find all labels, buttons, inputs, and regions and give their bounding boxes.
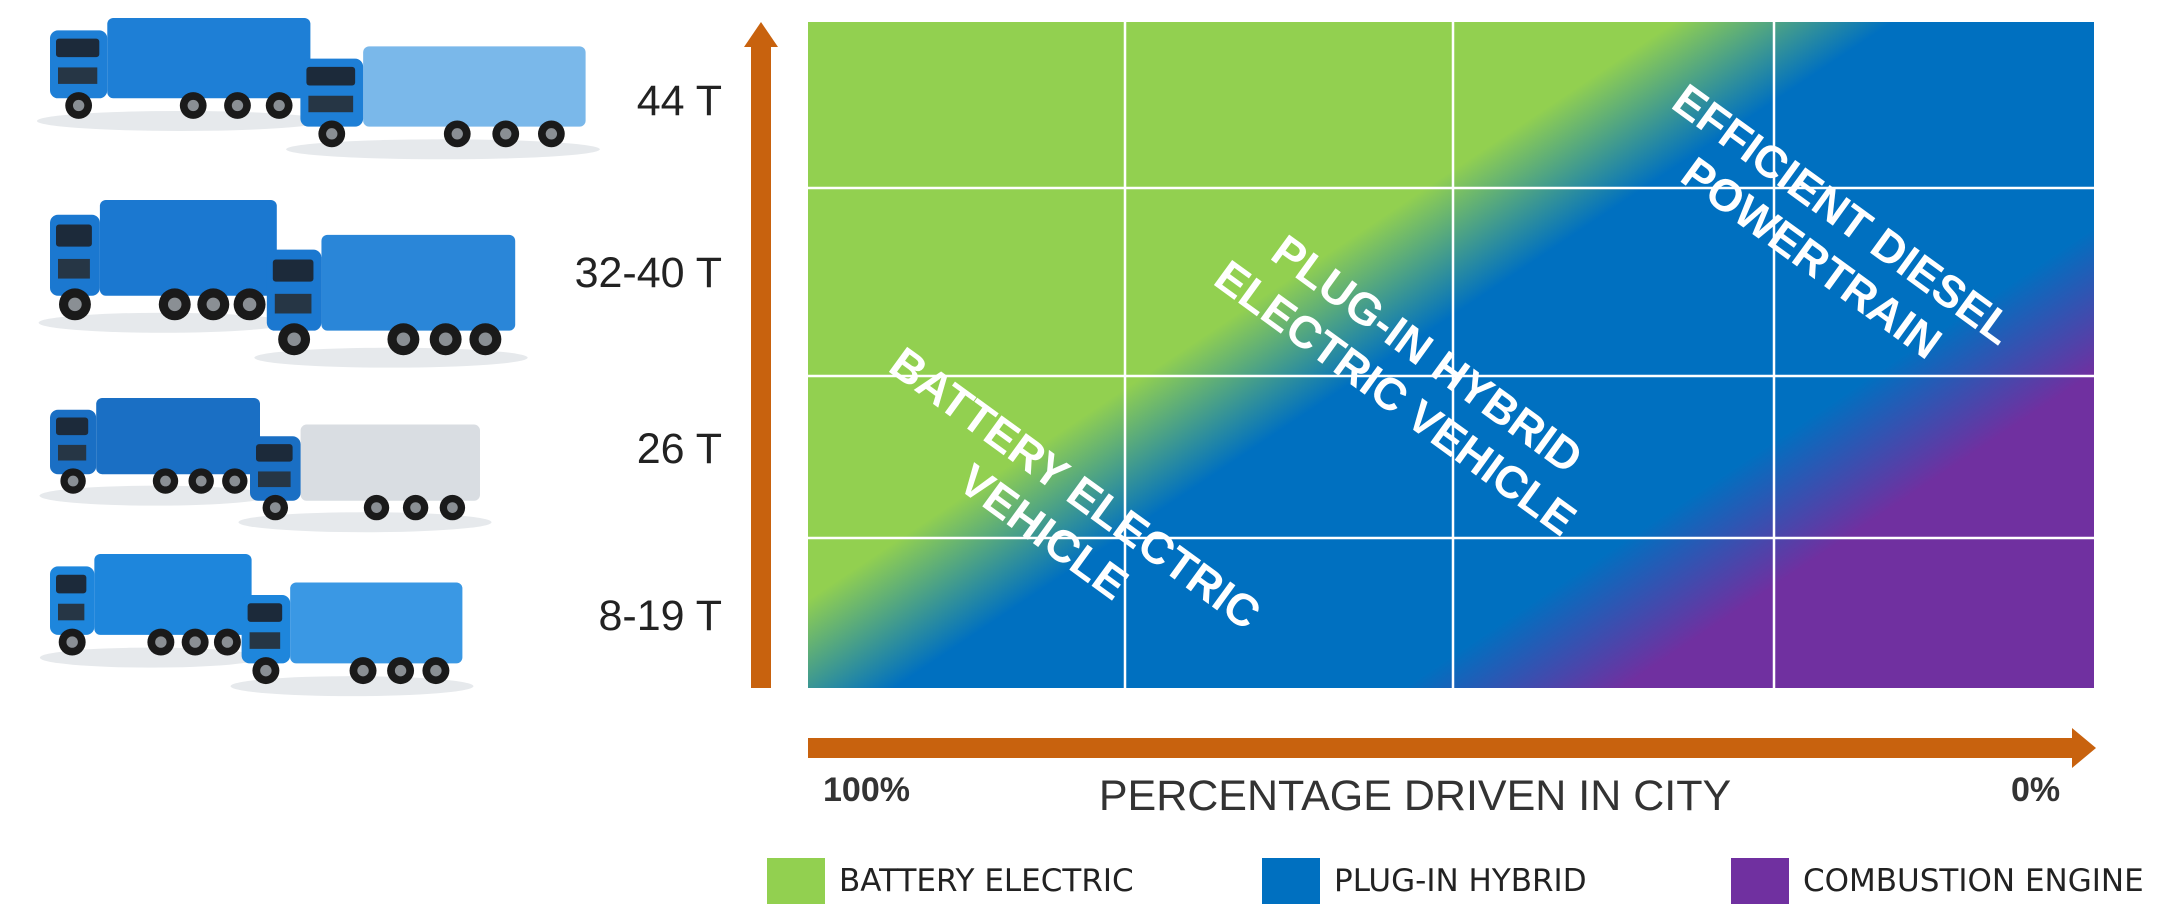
truck-pair-26t [39,398,492,533]
legend-swatch-battery-electric [767,858,825,904]
legend-label-combustion-engine: COMBUSTION ENGINE [1803,863,2144,899]
vertical-arrow-icon [744,22,778,688]
weight-label-26t: 26 T [637,425,722,473]
truck-pair-32-40t [38,200,528,368]
truck-pair-8-19t-rear [39,554,262,668]
x-axis-title: PERCENTAGE DRIVEN IN CITY [1099,772,1731,820]
zone-map [808,22,2094,688]
truck-pair-8-19t [39,554,474,697]
weight-label-32-40t: 32-40 T [575,249,722,297]
truck-pair-44t-front [286,46,600,160]
x-axis-left-label: 100% [823,771,910,809]
x-axis-right-label: 0% [2011,771,2060,809]
truck-pair-26t-rear [39,398,271,506]
legend-item-battery-electric: BATTERY ELECTRIC [767,858,1134,904]
truck-pair-8-19t-front [230,582,474,697]
weight-label-8-19t: 8-19 T [599,592,723,640]
grid-lines [808,22,2094,688]
truck-pair-44t-rear [36,18,324,131]
legend-label-plug-in-hybrid: PLUG-IN HYBRID [1334,863,1587,899]
legend-swatch-combustion-engine [1731,858,1789,904]
weight-label-44t: 44 T [637,77,722,125]
truck-illustrations [36,18,600,697]
legend-label-battery-electric: BATTERY ELECTRIC [839,863,1134,899]
truck-pair-32-40t-rear [38,200,289,333]
legend-item-combustion-engine: COMBUSTION ENGINE [1731,858,2144,904]
truck-pair-26t-front [238,424,492,533]
horizontal-arrow-icon [808,728,2096,768]
truck-pair-44t [36,18,600,160]
truck-pair-32-40t-front [254,234,528,368]
legend-swatch-plug-in-hybrid [1262,858,1320,904]
legend-item-plug-in-hybrid: PLUG-IN HYBRID [1262,858,1587,904]
